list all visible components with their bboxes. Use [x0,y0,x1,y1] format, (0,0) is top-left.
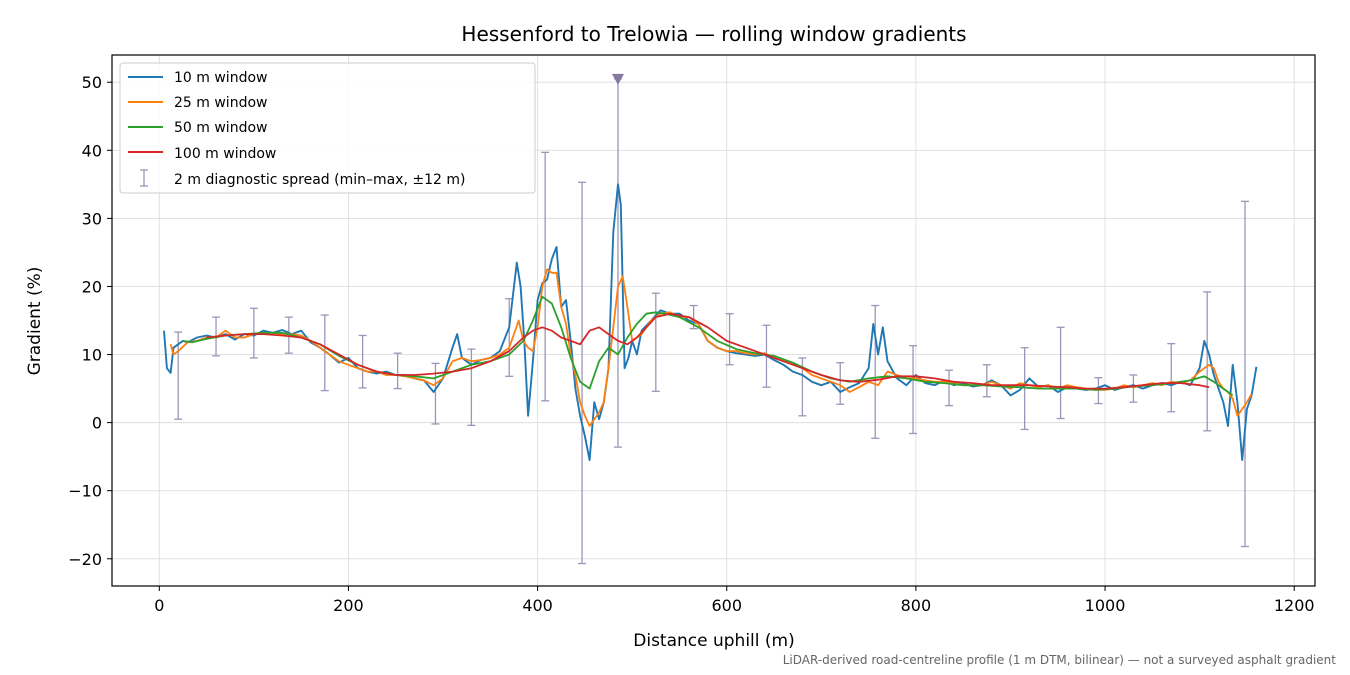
x-tick-label: 800 [901,596,932,615]
legend-label-errorbar: 2 m diagnostic spread (min–max, ±12 m) [174,172,465,188]
y-tick-label: −10 [68,482,102,501]
footnote: LiDAR-derived road-centreline profile (1… [783,653,1337,667]
errorbar [725,313,734,366]
x-tick-label: 0 [154,596,164,615]
x-axis-title: Distance uphill (m) [633,631,794,651]
errorbar [1203,291,1212,432]
x-tick-label: 600 [711,596,742,615]
errorbar [1129,374,1138,403]
legend-label-100m: 100 m window [174,146,276,162]
errorbar [1241,200,1250,548]
x-tick-label: 400 [522,596,553,615]
y-tick-label: −20 [68,550,102,569]
errorbar [982,364,991,398]
y-axis-title: Gradient (%) [25,267,45,376]
marker-layer [611,73,624,85]
errorbar [358,334,367,389]
errorbar [613,78,622,448]
errorbar [1020,347,1029,431]
legend-label-10m: 10 m window [174,70,267,86]
legend-swatch-errorbar [140,169,148,187]
legend-label-25m: 25 m window [174,95,267,111]
errorbar [871,304,880,439]
errorbar [1167,342,1176,413]
errorbar [578,181,587,565]
x-tick-label: 1000 [1085,596,1126,615]
y-tick-label: 30 [82,209,102,228]
legend: 10 m window 25 m window 50 m window 100 … [119,62,536,194]
y-ticks: −20 −10 0 10 20 30 40 50 [68,73,112,569]
series-line-2 [182,295,1234,397]
errorbar [836,362,845,405]
plot-frame [111,54,1316,587]
series-line-1 [169,268,1253,427]
errorbar [393,352,402,390]
x-ticks: 0 200 400 600 800 1000 1200 [154,586,1315,615]
series-line-3 [206,312,1210,390]
legend-label-50m: 50 m window [174,120,267,136]
x-tick-label: 200 [333,596,364,615]
series-line-0 [163,183,1258,462]
errorbar [944,369,953,407]
legend-box [119,62,536,194]
y-tick-label: 10 [82,346,102,365]
errorbar [174,331,183,420]
series-layer [163,183,1258,462]
errorbar [651,292,660,392]
y-tick-label: 20 [82,277,102,296]
x-tick-label: 1200 [1274,596,1315,615]
clip-marker [611,73,624,85]
errorbar [909,345,918,435]
y-tick-label: 0 [92,414,102,433]
chart-title: Hessenford to Trelowia — rolling window … [461,22,966,46]
y-tick-label: 40 [82,141,102,160]
grid [112,55,1315,586]
errorbar [1056,326,1065,420]
errorbar [320,314,329,392]
y-tick-label: 50 [82,73,102,92]
